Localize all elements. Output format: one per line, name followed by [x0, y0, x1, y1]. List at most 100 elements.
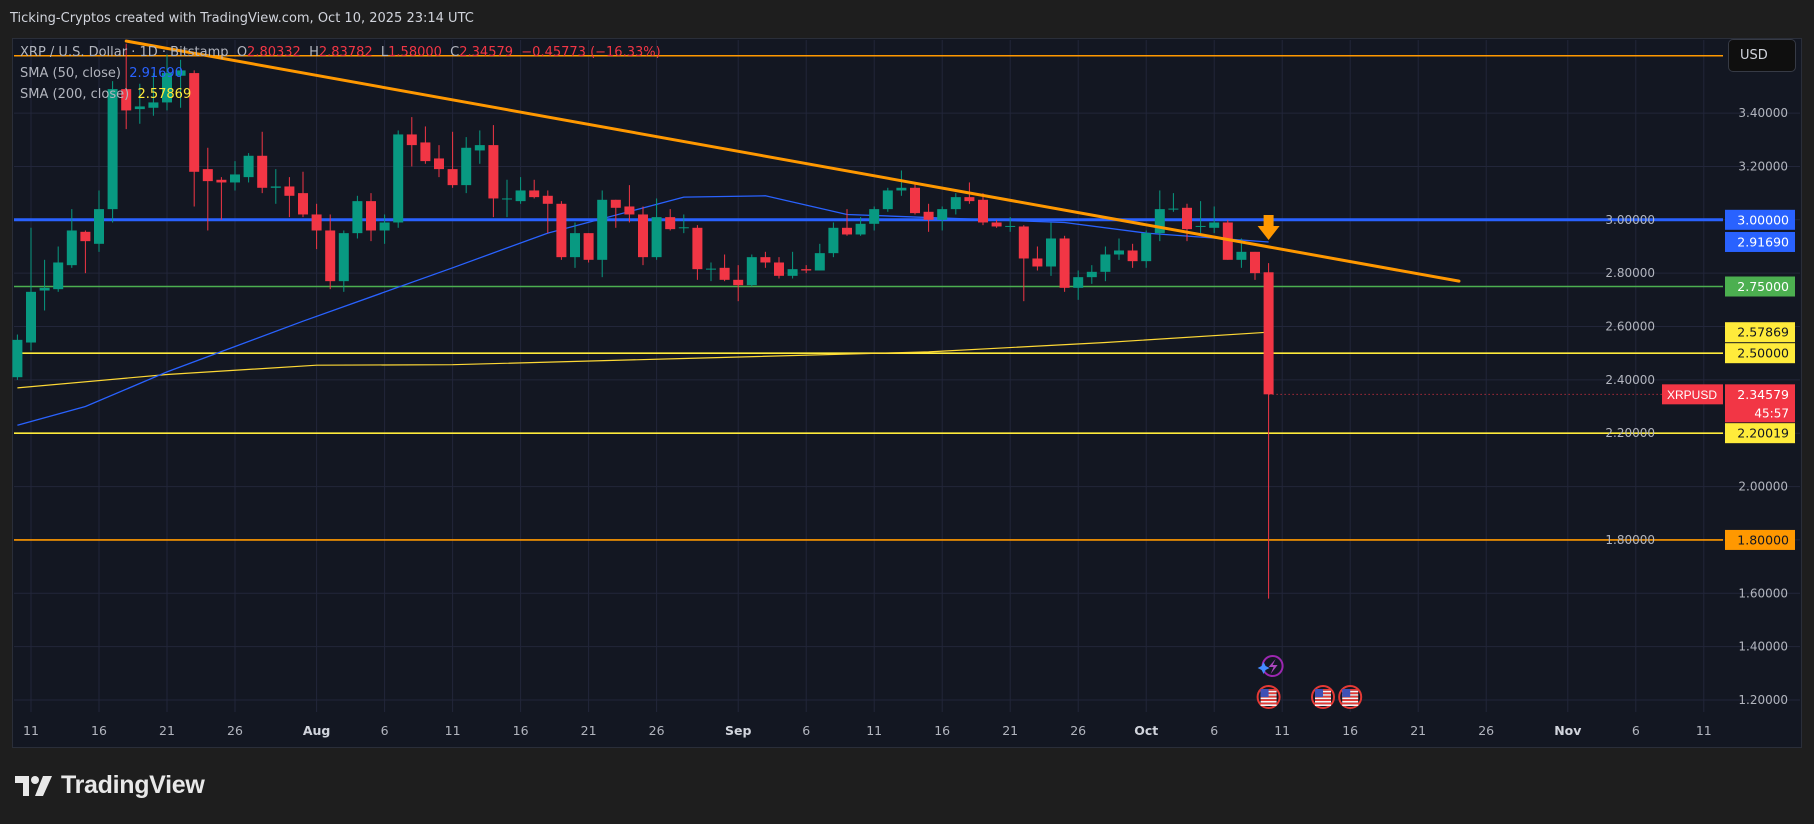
candle-body — [1168, 208, 1179, 210]
currency-button[interactable]: USD — [1728, 39, 1796, 72]
candle-body — [950, 197, 961, 210]
flag-stripe — [1315, 697, 1331, 700]
price-label-box — [1725, 276, 1795, 297]
candle-body — [298, 193, 308, 215]
candle-body — [94, 209, 104, 244]
flag-stripe — [1315, 704, 1331, 706]
us-flag-icon[interactable] — [1311, 685, 1335, 709]
sma50-legend[interactable]: SMA (50, close) 2.91690 — [20, 66, 183, 81]
us-flag-icon[interactable] — [1338, 685, 1363, 709]
candle-body — [706, 268, 716, 270]
candle-body — [719, 267, 730, 280]
candle-body — [828, 227, 839, 254]
candle-body — [882, 190, 893, 210]
close-label: C — [450, 45, 460, 60]
candle-body — [978, 199, 988, 223]
time-axis: 11 16 21 26 Aug 6 11 16 21 26 Sep 6 11 16 21 26 Oct 6 11 16… — [23, 723, 1712, 738]
open-value: 2.80332 — [247, 45, 301, 60]
candle-body — [393, 134, 404, 223]
candle-body — [1059, 238, 1070, 288]
candle-body — [1018, 226, 1029, 259]
us-flag-icon[interactable] — [1256, 685, 1281, 709]
lightning-icon[interactable] — [1257, 655, 1284, 677]
price-label-box — [1725, 384, 1795, 423]
flag-stripe — [1342, 697, 1359, 700]
grid — [14, 40, 1800, 712]
candle-body — [597, 199, 608, 260]
time-tick-label: 6 — [381, 723, 389, 738]
time-tick-label: Nov — [1554, 723, 1581, 738]
price-label: 2.34579 — [1737, 387, 1789, 402]
symbol-tag-box — [1662, 384, 1723, 405]
candle-body — [1073, 277, 1084, 288]
sma200-line — [17, 331, 1269, 389]
candle-body — [502, 198, 512, 200]
candle-body — [869, 209, 880, 224]
candle-body — [515, 190, 526, 202]
price-label-box — [1725, 343, 1795, 364]
sma200-legend[interactable]: SMA (200, close) 2.57869 — [20, 87, 191, 102]
candle-body — [243, 155, 254, 178]
time-tick-label: 26 — [649, 723, 665, 738]
price-tick-label: 1.20000 — [1738, 693, 1788, 707]
time-tick-label: 21 — [1410, 723, 1426, 738]
flag-canton — [1315, 689, 1323, 697]
price-label: 3.00000 — [1737, 212, 1789, 227]
candle-body — [80, 231, 91, 242]
candle-body — [434, 158, 444, 170]
sma200-value: 2.57869 — [137, 87, 192, 102]
time-tick-label: 16 — [91, 723, 107, 738]
price-label: 2.50000 — [1737, 346, 1789, 361]
price-axis: 1.20000 1.40000 1.60000 1.80000 2.00000 2.200… — [1605, 106, 1795, 707]
candle-body — [53, 262, 64, 290]
candle-body — [774, 262, 784, 276]
candle-body — [12, 339, 23, 378]
candle-body — [1195, 225, 1206, 227]
time-tick-label: 21 — [1002, 723, 1018, 738]
candle-body — [325, 230, 336, 282]
chart-panel[interactable] — [12, 38, 1802, 748]
time-tick-label: 26 — [1070, 723, 1086, 738]
candle-body — [651, 217, 662, 258]
price-tick-label: 2.20000 — [1605, 426, 1655, 440]
candle-body — [1222, 222, 1233, 260]
candle-body — [1236, 251, 1247, 260]
candle-body — [420, 142, 431, 162]
time-tick-label: 16 — [934, 723, 950, 738]
flag-canton — [1342, 689, 1351, 697]
candle-body — [896, 187, 907, 191]
candle-body — [678, 227, 689, 229]
candle-body — [801, 269, 812, 271]
price-label: 2.20019 — [1737, 426, 1789, 441]
flag-stripe — [1260, 699, 1277, 701]
candle-body — [855, 223, 866, 235]
high-value: 2.83782 — [318, 45, 373, 60]
candle-body — [542, 195, 553, 204]
candle-body — [529, 190, 540, 198]
candles — [12, 43, 1274, 599]
candle-body — [1154, 209, 1165, 234]
event-markers — [1256, 655, 1363, 709]
price-label-box — [1725, 423, 1795, 444]
close-value: 2.34579 — [459, 45, 514, 60]
price-tick-label: 3.00000 — [1605, 213, 1655, 227]
candle-body — [760, 257, 771, 263]
candle-body — [1046, 238, 1056, 267]
time-tick-label: Sep — [725, 723, 751, 738]
price-label: 2.57869 — [1737, 325, 1789, 340]
time-tick-label: 26 — [1478, 723, 1494, 738]
candle-body — [189, 73, 200, 172]
candle-body — [230, 174, 240, 183]
sma50-value: 2.91690 — [129, 66, 183, 81]
candle-body — [610, 199, 621, 208]
time-tick-label: 21 — [159, 723, 175, 738]
candle-body — [1209, 222, 1220, 228]
candle-body — [284, 186, 295, 196]
time-tick-label: 11 — [1274, 723, 1290, 738]
candle-body — [338, 233, 349, 282]
horizontal-levels — [14, 54, 1723, 541]
flag-stripe — [1342, 704, 1359, 706]
price-label-box — [1725, 209, 1795, 230]
candle-body — [1141, 233, 1152, 262]
